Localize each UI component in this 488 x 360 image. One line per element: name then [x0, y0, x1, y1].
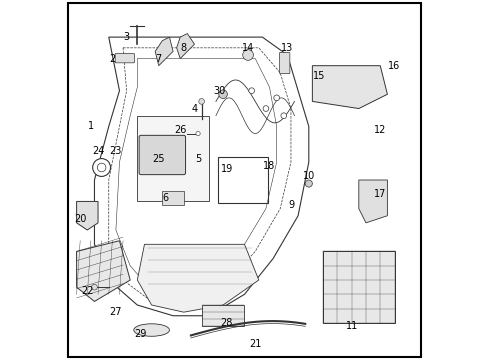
Polygon shape — [323, 251, 394, 323]
Circle shape — [248, 88, 254, 94]
Text: 21: 21 — [248, 339, 261, 349]
Circle shape — [198, 99, 204, 104]
Polygon shape — [155, 37, 173, 66]
Text: 23: 23 — [109, 147, 122, 157]
Circle shape — [281, 113, 286, 118]
Text: 10: 10 — [302, 171, 314, 181]
Text: 19: 19 — [220, 164, 232, 174]
FancyBboxPatch shape — [139, 135, 185, 175]
Text: 12: 12 — [373, 125, 386, 135]
FancyBboxPatch shape — [115, 54, 134, 63]
Polygon shape — [162, 191, 183, 205]
Text: 27: 27 — [109, 307, 122, 317]
Text: 5: 5 — [195, 154, 201, 163]
Polygon shape — [77, 202, 98, 230]
Text: 16: 16 — [387, 61, 400, 71]
Circle shape — [218, 90, 227, 99]
Text: 28: 28 — [220, 318, 232, 328]
Text: 13: 13 — [281, 43, 293, 53]
Text: 2: 2 — [109, 54, 115, 64]
Text: 6: 6 — [163, 193, 169, 203]
Text: 3: 3 — [123, 32, 129, 42]
Text: 26: 26 — [174, 125, 186, 135]
FancyBboxPatch shape — [279, 53, 289, 73]
Text: 8: 8 — [181, 43, 186, 53]
Polygon shape — [358, 180, 386, 223]
Text: 14: 14 — [242, 43, 254, 53]
Circle shape — [93, 158, 110, 176]
Circle shape — [242, 50, 253, 60]
Circle shape — [305, 180, 312, 187]
Polygon shape — [137, 116, 208, 202]
Polygon shape — [77, 241, 130, 301]
Text: 18: 18 — [263, 161, 275, 171]
Polygon shape — [137, 244, 258, 312]
Polygon shape — [312, 66, 386, 109]
Text: 30: 30 — [213, 86, 225, 96]
Text: 20: 20 — [74, 214, 86, 224]
Text: 11: 11 — [345, 321, 357, 332]
Text: 4: 4 — [191, 104, 197, 113]
Text: 15: 15 — [313, 71, 325, 81]
Text: 22: 22 — [81, 286, 93, 296]
Text: 24: 24 — [92, 147, 104, 157]
Text: 9: 9 — [287, 200, 293, 210]
Circle shape — [263, 106, 268, 111]
Text: 17: 17 — [373, 189, 386, 199]
Polygon shape — [201, 305, 244, 327]
Polygon shape — [176, 33, 194, 59]
Text: 29: 29 — [134, 329, 147, 339]
Circle shape — [273, 95, 279, 101]
Circle shape — [196, 131, 200, 136]
Ellipse shape — [134, 324, 169, 336]
Text: 25: 25 — [152, 154, 164, 163]
Text: 7: 7 — [155, 54, 162, 64]
Text: 1: 1 — [88, 121, 94, 131]
Circle shape — [91, 284, 97, 290]
